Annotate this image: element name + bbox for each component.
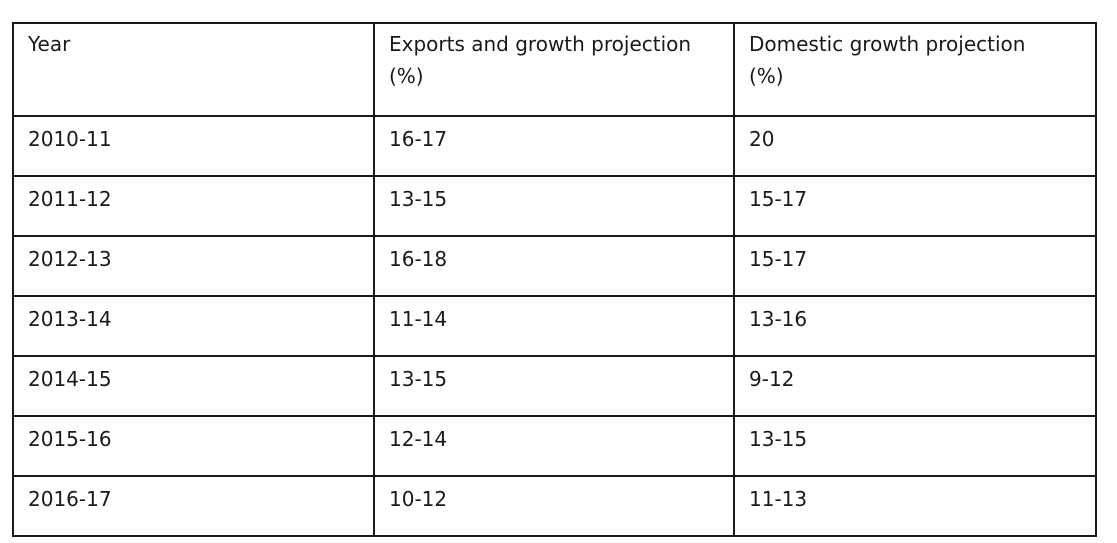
header-year: Year [12,22,375,117]
cell-exports: 10-12 [373,475,735,537]
table-row: 2012-13 16-18 15-17 [12,235,1097,297]
cell-exports: 13-15 [373,355,735,417]
projection-table: Year Exports and growth projection (%) D… [12,22,1097,537]
header-domestic-unit: (%) [749,64,784,88]
table-row: 2010-11 16-17 20 [12,115,1097,177]
header-domestic-label: Domestic growth projection [749,32,1026,56]
cell-year: 2015-16 [12,415,375,477]
cell-year: 2013-14 [12,295,375,357]
table-row: 2014-15 13-15 9-12 [12,355,1097,417]
cell-exports: 13-15 [373,175,735,237]
cell-year: 2012-13 [12,235,375,297]
cell-year: 2010-11 [12,115,375,177]
cell-domestic: 13-16 [733,295,1097,357]
header-year-label: Year [28,32,71,56]
table-row: 2011-12 13-15 15-17 [12,175,1097,237]
cell-year: 2011-12 [12,175,375,237]
cell-exports: 12-14 [373,415,735,477]
cell-year: 2014-15 [12,355,375,417]
table-body: 2010-11 16-17 20 2011-12 13-15 15-17 201… [12,115,1097,537]
cell-year: 2016-17 [12,475,375,537]
cell-domestic: 15-17 [733,235,1097,297]
cell-exports: 11-14 [373,295,735,357]
cell-domestic: 9-12 [733,355,1097,417]
table-row: 2013-14 11-14 13-16 [12,295,1097,357]
header-exports-growth: Exports and growth projection (%) [373,22,735,117]
header-row: Year Exports and growth projection (%) D… [12,22,1097,117]
header-exports-unit: (%) [389,64,424,88]
table-header: Year Exports and growth projection (%) D… [12,22,1097,117]
cell-domestic: 13-15 [733,415,1097,477]
cell-domestic: 15-17 [733,175,1097,237]
header-exports-label: Exports and growth projection [389,32,692,56]
cell-domestic: 11-13 [733,475,1097,537]
table-row: 2015-16 12-14 13-15 [12,415,1097,477]
cell-exports: 16-18 [373,235,735,297]
cell-domestic: 20 [733,115,1097,177]
table-row: 2016-17 10-12 11-13 [12,475,1097,537]
header-domestic-growth: Domestic growth projection (%) [733,22,1097,117]
cell-exports: 16-17 [373,115,735,177]
